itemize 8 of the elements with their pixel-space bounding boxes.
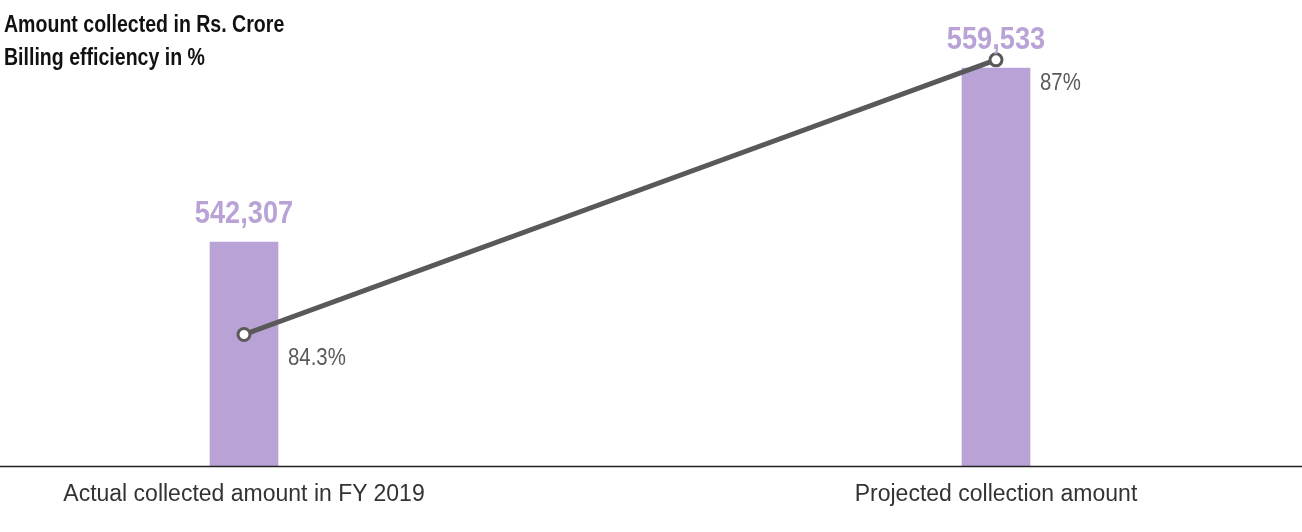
y2-axis-title: Billing efficiency in % — [4, 43, 206, 72]
y-axis-title: Amount collected in Rs. Crore — [4, 10, 285, 39]
x-tick-label: Actual collected amount in FY 2019 — [63, 479, 425, 506]
data-label: 87% — [1040, 68, 1081, 96]
data-label: 559,533 — [946, 19, 1046, 56]
x-tick-label: Projected collection amount — [854, 479, 1138, 506]
data-label: 542,307 — [194, 193, 294, 230]
data-label: 84.3% — [288, 343, 346, 371]
